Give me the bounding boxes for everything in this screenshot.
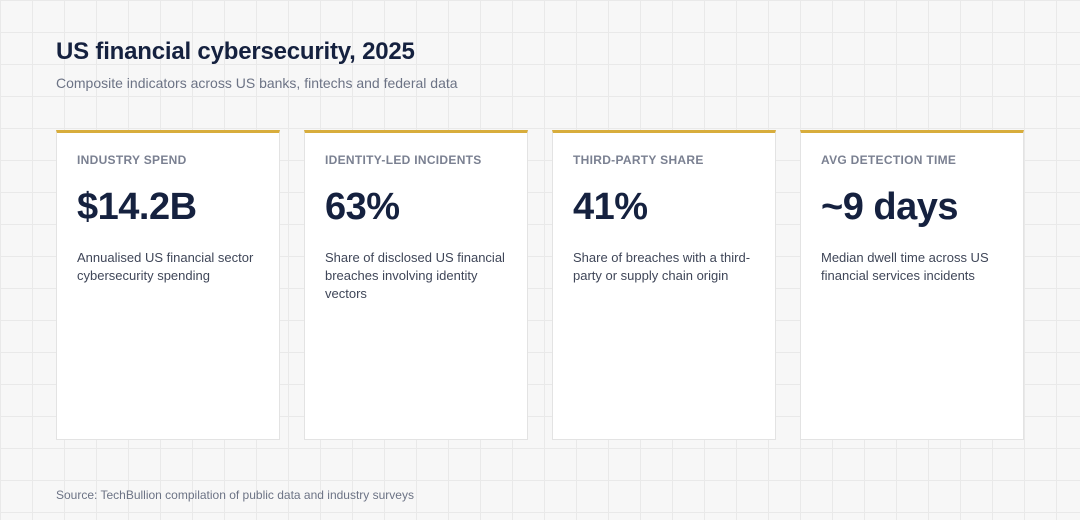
kpi-card-value: 63% <box>325 186 400 228</box>
page-subtitle: Composite indicators across US banks, fi… <box>56 75 458 91</box>
kpi-card-value: $14.2B <box>77 186 197 228</box>
kpi-card-label: THIRD-PARTY SHARE <box>573 153 704 167</box>
kpi-card-description: Share of breaches with a third-party or … <box>573 250 751 283</box>
kpi-card-description: Annualised US financial sector cybersecu… <box>77 250 254 283</box>
source-note: Source: TechBullion compilation of publi… <box>56 488 414 502</box>
kpi-card-value: 41% <box>573 186 648 228</box>
kpi-card-third-party-share: THIRD-PARTY SHARE 41% Share of breaches … <box>552 130 776 440</box>
kpi-card-label: INDUSTRY SPEND <box>77 153 187 167</box>
kpi-card-row: INDUSTRY SPEND $14.2B Annualised US fina… <box>56 130 1024 440</box>
page-title: US financial cybersecurity, 2025 <box>56 38 415 65</box>
kpi-card-identity-led-incidents: IDENTITY-LED INCIDENTS 63% Share of disc… <box>304 130 528 440</box>
kpi-card-avg-detection-time: AVG DETECTION TIME ~9 days Median dwell … <box>800 130 1024 440</box>
kpi-card-description: Share of disclosed US financial breaches… <box>325 250 505 301</box>
kpi-card-value: ~9 days <box>821 186 959 228</box>
kpi-card-label: IDENTITY-LED INCIDENTS <box>325 153 482 167</box>
page-header: US financial cybersecurity, 2025 Composi… <box>56 38 458 92</box>
kpi-card-description: Median dwell time across US financial se… <box>821 250 989 283</box>
kpi-card-label: AVG DETECTION TIME <box>821 153 957 167</box>
kpi-card-industry-spend: INDUSTRY SPEND $14.2B Annualised US fina… <box>56 130 280 440</box>
